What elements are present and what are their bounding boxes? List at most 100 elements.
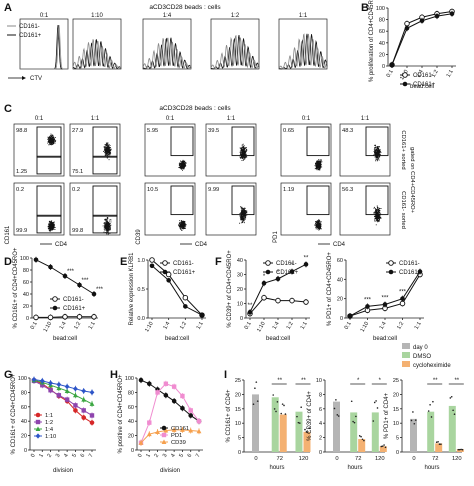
data-point: [183, 304, 188, 309]
data-point: [146, 431, 152, 437]
y-tick-label: 15: [393, 407, 399, 413]
legend-marker: [52, 296, 58, 302]
x-tick-label: 2: [47, 453, 54, 459]
event-dots: [178, 220, 187, 231]
event-dots: [178, 159, 187, 171]
gate-percent-top: 1.19: [283, 187, 294, 193]
significance-stars: **: [248, 303, 253, 309]
data-point: [365, 304, 370, 309]
bar: [379, 446, 387, 452]
legend-label: CD161-: [173, 261, 194, 267]
ratio-label: 0:1: [166, 116, 175, 122]
replicate-dot: [306, 431, 309, 433]
legend-label: CD39: [171, 440, 186, 446]
data-point: [163, 381, 169, 386]
data-point: [73, 392, 78, 398]
replicate-dot: [297, 421, 300, 424]
x-tick-label: 0:1: [30, 321, 39, 331]
data-point: [155, 429, 160, 434]
data-point: [417, 269, 423, 274]
panel-letter: C: [4, 103, 12, 115]
significance-stars: ***: [96, 287, 104, 293]
legend-label: day 0: [413, 345, 428, 351]
data-point: [73, 408, 78, 413]
series-line: [140, 429, 200, 444]
y-tick-label: 25: [235, 378, 241, 384]
data-point: [48, 380, 53, 386]
x-tick-label: 0: [335, 456, 338, 462]
y-tick-label: 40: [128, 419, 134, 425]
y-tick-label: 60: [128, 405, 134, 411]
data-point: [64, 388, 70, 393]
chart-I3: 0 5 10 15 20 25 0 72 120 ** ** % PD1+ of CD4+ hours: [384, 378, 464, 471]
data-point: [76, 314, 83, 320]
bar: [279, 414, 287, 452]
panel-letter: D: [4, 256, 12, 268]
legend-label: CD161+: [173, 270, 196, 276]
x-axis-label: bead:cell: [165, 336, 189, 342]
data-point: [64, 384, 70, 390]
x-axis-label: bead:cell: [53, 336, 77, 342]
x-tick-label: 5: [71, 453, 78, 459]
replicate-dot: [273, 408, 276, 410]
dotplot-box: [144, 182, 196, 236]
event-dots: [314, 219, 322, 231]
bar: [427, 411, 435, 452]
side-label: CD161+ sorted: [400, 130, 406, 169]
gate-percent-bottom: 99.9: [16, 228, 27, 234]
ratio-label: 1:1: [361, 116, 370, 122]
significance-stars: **: [304, 255, 309, 261]
replicate-dot: [352, 420, 354, 423]
gate-percent-top: 0.2: [72, 187, 80, 193]
dotplot-box: [339, 182, 391, 236]
replicate-dot: [461, 448, 464, 451]
data-point: [56, 381, 62, 388]
y-tick-label: 60: [337, 258, 343, 264]
data-point: [347, 313, 353, 319]
replicate-dot: [427, 410, 430, 412]
dotplot-box: [69, 182, 121, 236]
replicate-dot: [355, 415, 357, 418]
x-tick-label: 1:10: [43, 321, 54, 333]
data-point: [163, 427, 169, 433]
legend-label: PD1: [171, 433, 182, 439]
replicate-dot: [361, 438, 364, 441]
significance-stars: **: [454, 378, 459, 384]
data-point: [303, 299, 309, 305]
replicate-dot: [437, 440, 439, 443]
x-tick-label: 120: [299, 456, 309, 462]
replicate-dot: [272, 394, 275, 396]
replicate-dot: [363, 439, 365, 442]
legend-e: CD161- CD161+: [160, 260, 196, 276]
y-tick-label: 100: [20, 256, 29, 262]
ratio-label: 1:1: [91, 116, 100, 122]
data-point: [33, 314, 39, 321]
significance-stars: ***: [399, 290, 407, 296]
legend-label: CD161-: [399, 261, 420, 267]
significance-stars: *: [357, 378, 360, 384]
replicate-dot: [300, 406, 302, 409]
legend-marker: [161, 425, 167, 431]
data-point: [275, 297, 281, 304]
gate-percent-top: 27.9: [72, 128, 83, 134]
replicate-dot: [383, 444, 385, 446]
x-tick-label: 72: [355, 456, 361, 462]
bar: [371, 412, 379, 452]
y-tick-label: 0: [131, 448, 134, 454]
legend-label: CD161+: [276, 270, 299, 276]
data-point: [303, 262, 309, 267]
y-tick-label: 6: [319, 407, 322, 413]
panel-letter: I: [224, 369, 227, 381]
x-axis-label: bead:cell: [410, 84, 434, 90]
replicate-dot: [335, 399, 337, 401]
bar: [448, 405, 456, 452]
legend-marker: [35, 412, 41, 418]
replicate-dot: [449, 397, 452, 399]
axis: [147, 260, 206, 319]
replicate-dot: [358, 435, 361, 437]
replicate-dot: [304, 428, 306, 431]
x-tick-label: 1:2: [73, 321, 82, 331]
legend-label: DMSO: [413, 354, 431, 360]
y-tick-label: 0: [382, 64, 385, 70]
